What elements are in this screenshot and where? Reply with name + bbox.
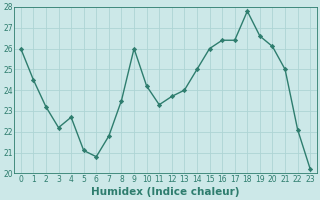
X-axis label: Humidex (Indice chaleur): Humidex (Indice chaleur)	[91, 187, 240, 197]
